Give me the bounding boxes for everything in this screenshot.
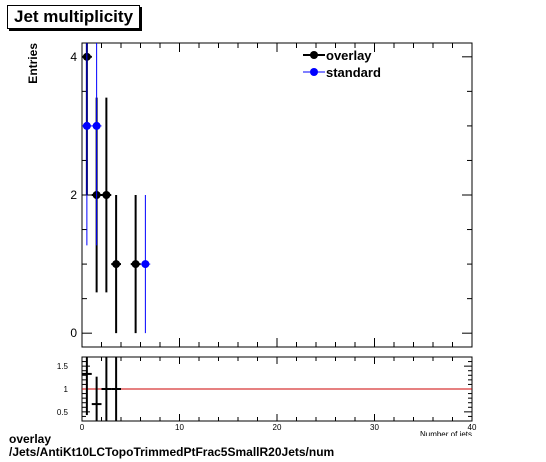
data-point bbox=[102, 191, 111, 199]
y-axis-label: Entries bbox=[26, 43, 40, 84]
ratio-y-tick-label: 1.5 bbox=[57, 362, 69, 371]
caption-line-2: /Jets/AntiKt10LCTopoTrimmedPtFrac5SmallR… bbox=[9, 445, 335, 459]
chart-title: Jet multiplicity bbox=[7, 5, 141, 29]
series-overlay bbox=[82, 43, 141, 334]
main-y-tick-label: 2 bbox=[70, 188, 77, 202]
ratio-x-tick-label: 40 bbox=[468, 423, 477, 432]
legend-label-standard: standard bbox=[326, 65, 381, 80]
ratio-x-tick-label: 30 bbox=[370, 423, 379, 432]
main-y-tick-label: 0 bbox=[70, 326, 77, 340]
data-point bbox=[112, 260, 121, 269]
ratio-series bbox=[82, 357, 121, 421]
main-plot-frame bbox=[81, 42, 473, 348]
ratio-y-tick-label: 1 bbox=[64, 385, 69, 394]
ratio-x-tick-label: 0 bbox=[80, 423, 85, 432]
legend-marker-standard bbox=[310, 68, 318, 76]
series-standard bbox=[82, 43, 151, 334]
caption-line-1: overlay bbox=[9, 432, 52, 446]
data-point bbox=[141, 260, 150, 269]
ratio-x-tick-label: 10 bbox=[175, 423, 184, 432]
legend-marker-overlay bbox=[310, 51, 318, 59]
data-point bbox=[82, 121, 91, 130]
ratio-x-tick-label: 20 bbox=[273, 423, 282, 432]
main-y-tick-label: 4 bbox=[70, 50, 77, 64]
x-axis-label: Number of jets bbox=[420, 430, 472, 439]
legend-label-overlay: overlay bbox=[326, 48, 372, 63]
data-point bbox=[131, 260, 140, 269]
data-point bbox=[92, 121, 101, 130]
ratio-y-tick-label: 0.5 bbox=[57, 408, 69, 417]
